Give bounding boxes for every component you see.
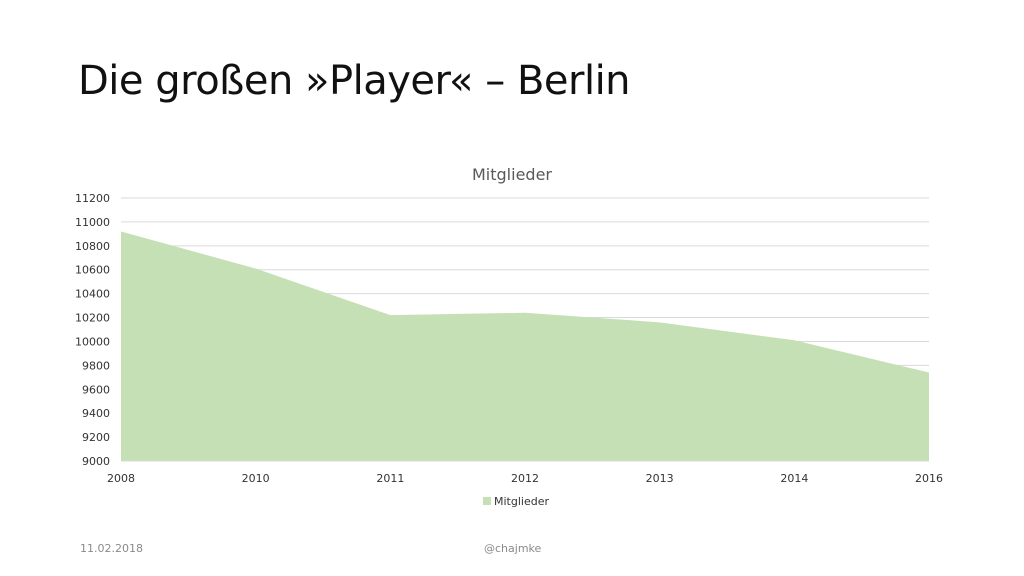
y-tick-label: 9400 — [82, 407, 110, 420]
x-tick-label: 2008 — [107, 472, 135, 485]
x-axis: 2008 2010 2011 2012 2013 2014 2016 — [107, 460, 943, 485]
y-tick-label: 10800 — [75, 240, 110, 253]
series-area-mitglieder — [121, 231, 929, 461]
x-tick-label: 2013 — [646, 472, 674, 485]
y-tick-label: 9600 — [82, 383, 110, 396]
y-tick-label: 11000 — [75, 216, 110, 229]
x-tick-label: 2014 — [780, 472, 808, 485]
chart-title: Mitglieder — [472, 165, 552, 184]
y-tick-label: 10600 — [75, 264, 110, 277]
footer-handle: @chajmke — [484, 542, 542, 555]
y-tick-label: 10000 — [75, 335, 110, 348]
slide-title: Die großen »Player« – Berlin — [78, 58, 631, 104]
y-tick-label: 11200 — [75, 192, 110, 205]
y-axis: 9000 9200 9400 9600 9800 10000 10200 10400 10600… — [75, 192, 110, 468]
y-tick-label: 9200 — [82, 431, 110, 444]
y-tick-label: 10400 — [75, 288, 110, 301]
legend: Mitglieder — [483, 495, 549, 508]
x-tick-label: 2011 — [376, 472, 404, 485]
x-tick-label: 2016 — [915, 472, 943, 485]
legend-swatch — [483, 497, 491, 505]
legend-label: Mitglieder — [494, 495, 549, 508]
x-tick-label: 2012 — [511, 472, 539, 485]
y-tick-label: 9000 — [82, 455, 110, 468]
y-tick-label: 10200 — [75, 312, 110, 325]
x-tick-label: 2010 — [242, 472, 270, 485]
y-tick-label: 9800 — [82, 359, 110, 372]
footer-date: 11.02.2018 — [80, 542, 143, 555]
area-series — [121, 231, 929, 461]
